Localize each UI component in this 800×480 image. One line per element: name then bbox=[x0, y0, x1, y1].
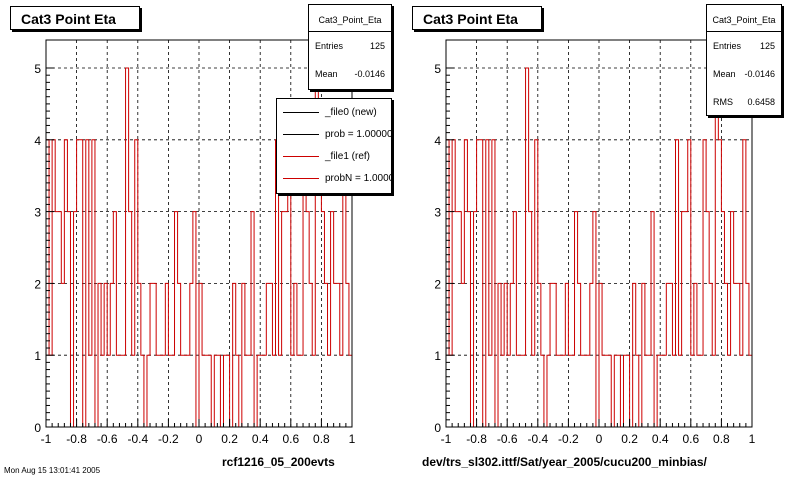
stats-rms-label: RMS bbox=[713, 97, 733, 107]
x-tick-label: -0.6 bbox=[497, 432, 518, 446]
y-tick-label: 2 bbox=[434, 277, 441, 291]
stats-entries-value: 125 bbox=[759, 41, 775, 51]
stats-box-left: Cat3_Point_Eta Entries 125 Mean -0.0146 bbox=[308, 4, 392, 90]
x-tick-label: 0.4 bbox=[252, 432, 269, 446]
legend-entry: _file1 (ref) bbox=[277, 145, 391, 167]
x-tick-label: 0.8 bbox=[713, 432, 730, 446]
stats-rms-value: 0.6458 bbox=[747, 97, 775, 107]
x-tick-label: -0.6 bbox=[97, 432, 118, 446]
stats-entries-value: 125 bbox=[369, 41, 385, 51]
y-tick-label: 4 bbox=[434, 134, 441, 148]
x-tick-label: -0.2 bbox=[558, 432, 579, 446]
x-tick-label: -0.8 bbox=[466, 432, 487, 446]
x-tick-label: -0.4 bbox=[527, 432, 548, 446]
histogram-line bbox=[445, 67, 753, 428]
stats-mean-row: Mean -0.0146 bbox=[707, 60, 781, 88]
legend-label: _file1 (ref) bbox=[325, 150, 371, 162]
legend-left: _file0 (new) prob = 1.000000 _file1 (ref… bbox=[276, 98, 392, 194]
y-tick-label: 5 bbox=[434, 62, 441, 76]
x-axis-title-left: rcf1216_05_200evts bbox=[222, 455, 335, 469]
stats-rms-row: RMS 0.6458 bbox=[707, 88, 781, 116]
stats-entries-label: Entries bbox=[713, 41, 742, 51]
x-tick-label: 0.6 bbox=[682, 432, 699, 446]
y-tick-label: 1 bbox=[34, 349, 41, 363]
legend-label: prob = 1.000000 bbox=[325, 128, 392, 140]
x-axis-title-right: dev/trs_sl302.ittf/Sat/year_2005/cucu200… bbox=[422, 455, 707, 469]
stats-name: Cat3_Point_Eta bbox=[707, 5, 781, 32]
legend-entry: _file0 (new) bbox=[277, 101, 391, 123]
stats-mean-value: -0.0146 bbox=[354, 69, 385, 79]
stats-mean-value: -0.0146 bbox=[744, 69, 775, 79]
y-tick-label: 1 bbox=[434, 349, 441, 363]
stats-entries-label: Entries bbox=[315, 41, 344, 51]
stats-entries-row: Entries 125 bbox=[309, 32, 391, 60]
stats-box-right: Cat3_Point_Eta Entries 125 Mean -0.0146 … bbox=[706, 4, 782, 116]
legend-swatch bbox=[283, 111, 319, 113]
x-tick-label: -0.2 bbox=[158, 432, 179, 446]
x-tick-label: 0.8 bbox=[313, 432, 330, 446]
legend-entry: probN = 1.000000 bbox=[277, 167, 391, 189]
y-tick-label: 3 bbox=[434, 206, 441, 220]
x-tick-label: 0.2 bbox=[221, 432, 238, 446]
x-tick-label: 0.6 bbox=[282, 432, 299, 446]
x-tick-label: -1 bbox=[41, 432, 52, 446]
stats-name: Cat3_Point_Eta bbox=[309, 5, 391, 32]
x-tick-label: -1 bbox=[441, 432, 452, 446]
legend-label: _file0 (new) bbox=[325, 106, 377, 118]
footer-timestamp: Mon Aug 15 13:01:41 2005 bbox=[4, 466, 101, 475]
stats-mean-label: Mean bbox=[713, 69, 736, 79]
x-tick-label: 0 bbox=[196, 432, 203, 446]
x-tick-label: -0.8 bbox=[66, 432, 87, 446]
x-tick-label: 1 bbox=[349, 432, 356, 446]
legend-entry: prob = 1.000000 bbox=[277, 123, 391, 145]
stats-entries-row: Entries 125 bbox=[707, 32, 781, 60]
stats-mean-row: Mean -0.0146 bbox=[309, 60, 391, 88]
y-tick-label: 3 bbox=[34, 206, 41, 220]
x-tick-label: 1 bbox=[749, 432, 756, 446]
legend-swatch bbox=[283, 177, 319, 179]
y-tick-label: 0 bbox=[434, 421, 441, 435]
chart-title-right: Cat3 Point Eta bbox=[412, 6, 542, 30]
stats-mean-label: Mean bbox=[315, 69, 338, 79]
y-tick-label: 2 bbox=[34, 277, 41, 291]
legend-label: probN = 1.000000 bbox=[325, 172, 391, 184]
chart-title-left: Cat3 Point Eta bbox=[10, 6, 140, 30]
x-tick-label: 0.2 bbox=[621, 432, 638, 446]
x-tick-label: 0.4 bbox=[652, 432, 669, 446]
x-tick-label: 0 bbox=[596, 432, 603, 446]
legend-swatch bbox=[283, 133, 319, 135]
y-tick-label: 4 bbox=[34, 134, 41, 148]
x-tick-label: -0.4 bbox=[127, 432, 148, 446]
legend-swatch bbox=[283, 155, 319, 157]
y-tick-label: 5 bbox=[34, 62, 41, 76]
y-tick-label: 0 bbox=[34, 421, 41, 435]
